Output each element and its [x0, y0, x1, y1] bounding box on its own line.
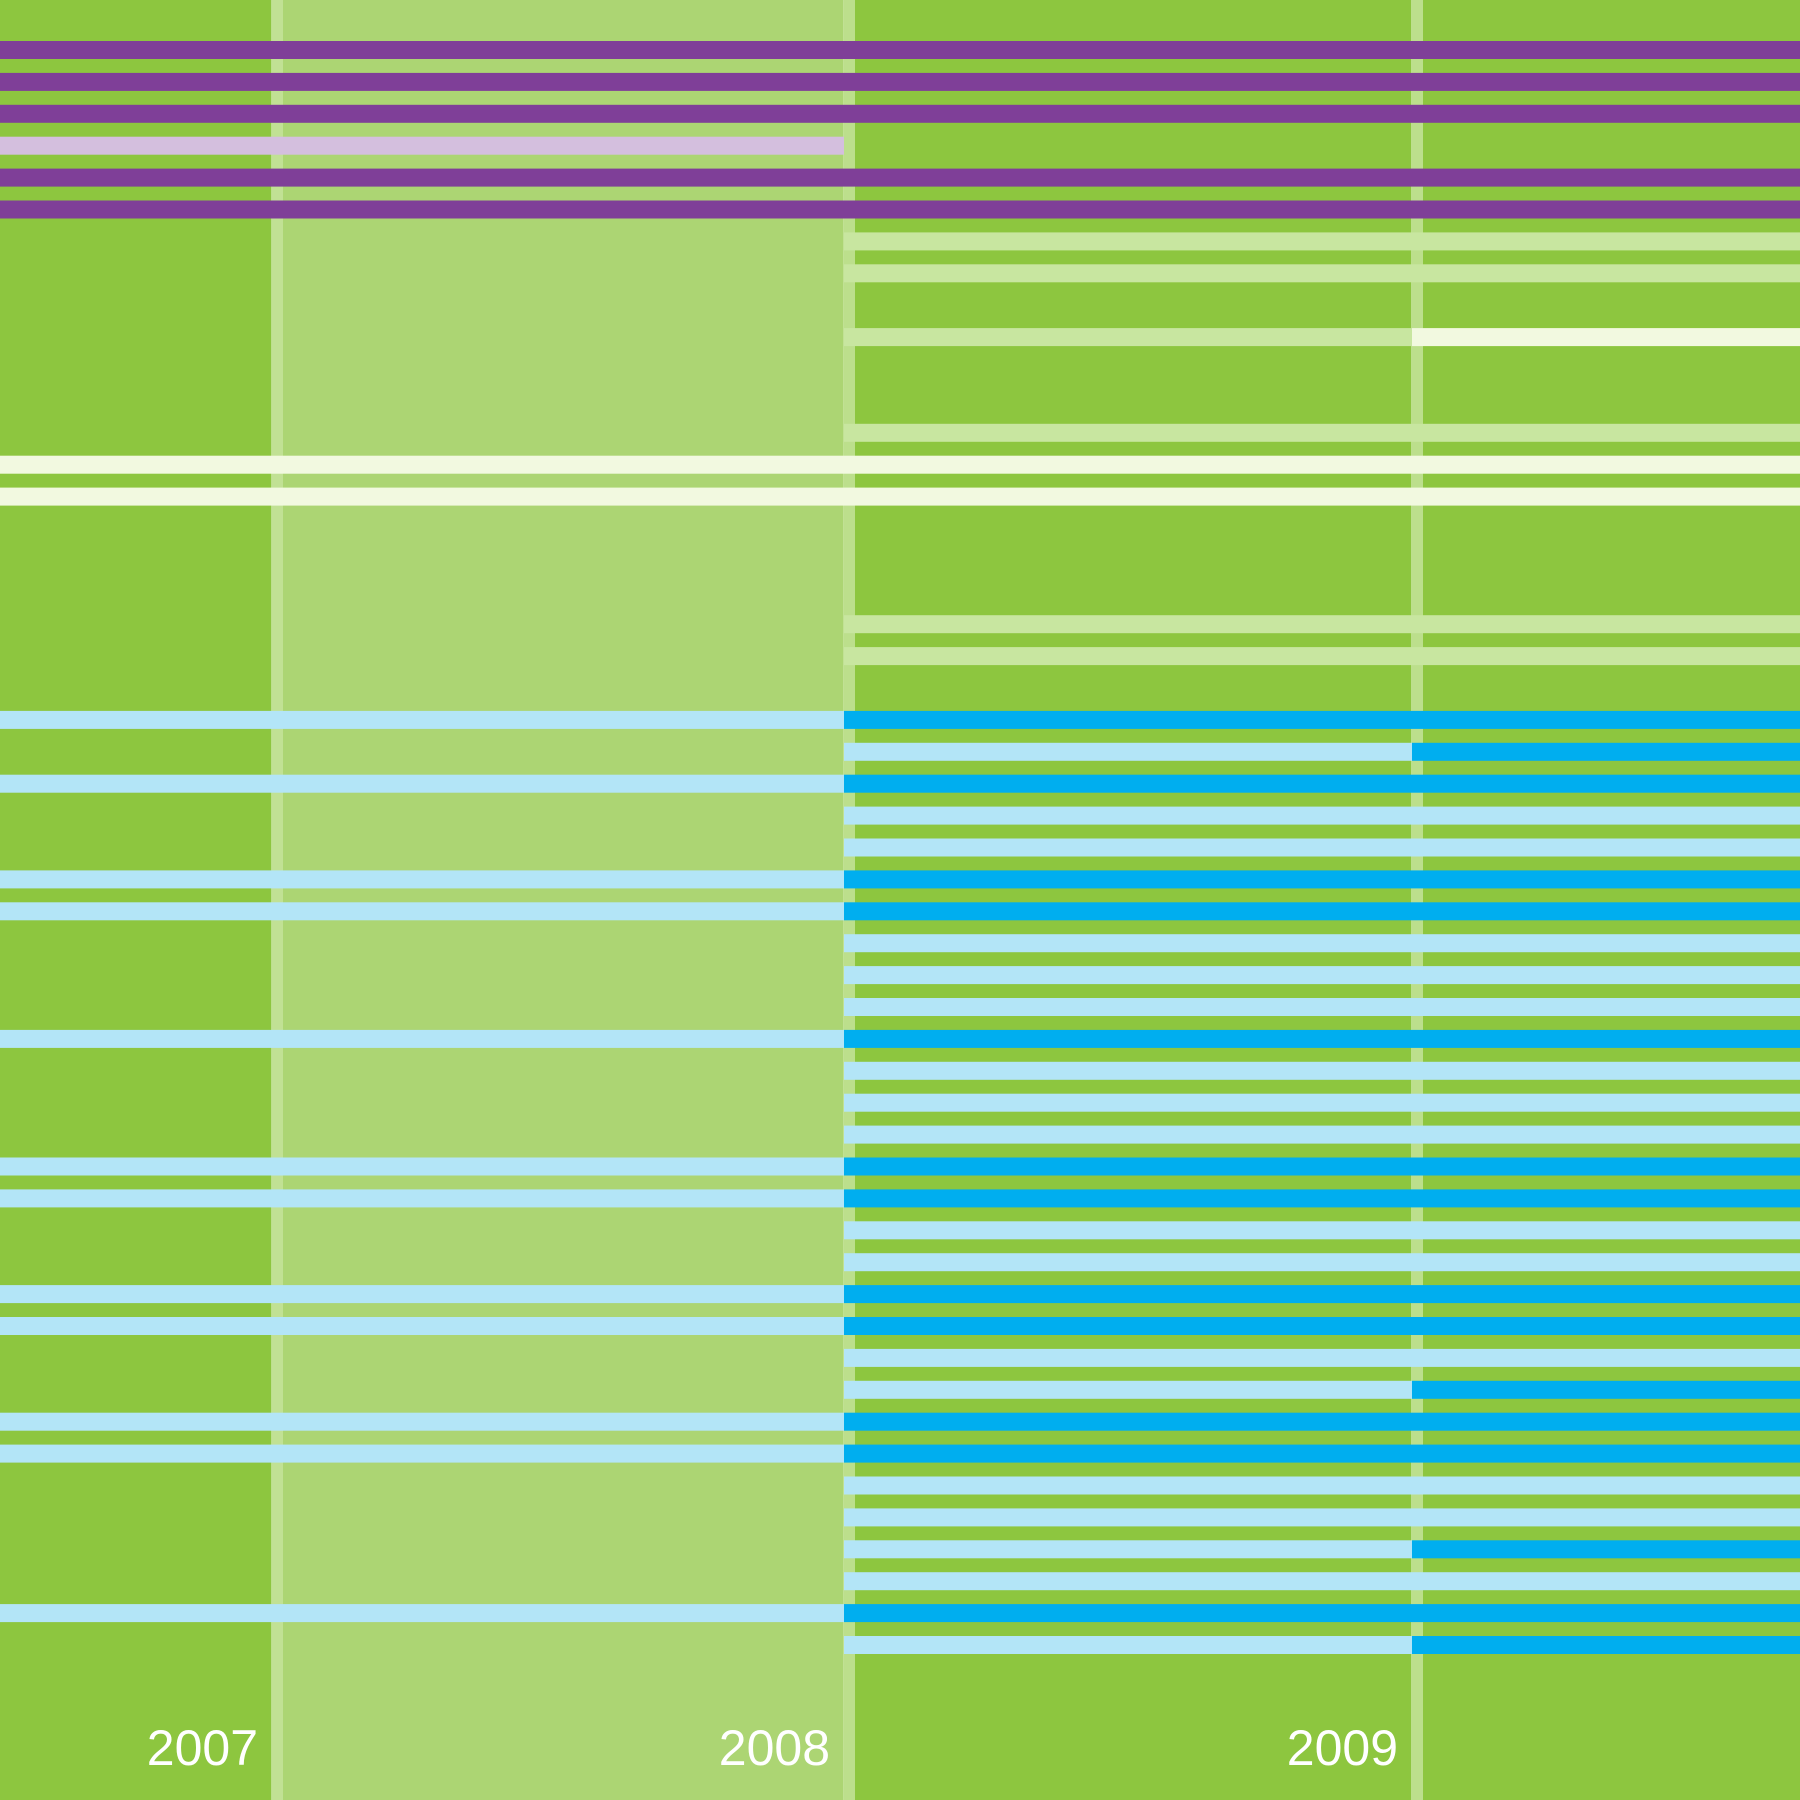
bar-row-7-segment-1 — [844, 232, 1800, 251]
bar-row-36-segment-1 — [0, 1157, 844, 1176]
bar-row-22-segment-1 — [0, 710, 844, 729]
bar-row-14-segment-1 — [0, 455, 1800, 474]
bar-row-42-segment-1 — [844, 1348, 1800, 1367]
bar-row-4-segment-1 — [0, 136, 844, 155]
bar-row-33-segment-1 — [844, 1061, 1800, 1080]
bar-row-43-segment-1 — [844, 1380, 1412, 1399]
bar-row-47-segment-1 — [844, 1508, 1800, 1527]
bar-row-2-segment-1 — [0, 72, 1800, 91]
bar-row-51-segment-2 — [1412, 1636, 1800, 1654]
bar-row-24-segment-1 — [0, 774, 844, 793]
bar-row-45-segment-2 — [844, 1444, 1800, 1463]
year-labels: 2007 2008 2009 — [147, 1720, 1398, 1776]
bar-row-44-segment-1 — [0, 1412, 844, 1431]
bar-row-23-segment-1 — [844, 742, 1412, 761]
bar-row-34-segment-1 — [844, 1093, 1800, 1112]
bar-row-35-segment-1 — [844, 1125, 1800, 1144]
bar-row-37-segment-1 — [0, 1189, 844, 1208]
bar-row-49-segment-1 — [844, 1572, 1800, 1591]
bar-row-25-segment-1 — [844, 806, 1800, 825]
bar-row-27-segment-2 — [844, 870, 1800, 889]
bar-row-15-segment-1 — [0, 487, 1800, 506]
bar-row-29-segment-1 — [844, 934, 1800, 953]
bar-row-50-segment-1 — [0, 1604, 844, 1623]
bar-row-37-segment-2 — [844, 1189, 1800, 1208]
bar-row-43-segment-2 — [1412, 1380, 1800, 1399]
bar-row-48-segment-1 — [844, 1540, 1412, 1559]
bar-row-22-segment-2 — [844, 710, 1800, 729]
bar-row-27-segment-1 — [0, 870, 844, 889]
bar-row-31-segment-1 — [844, 998, 1800, 1016]
bar-row-46-segment-1 — [844, 1476, 1800, 1495]
bar-row-3-segment-1 — [0, 104, 1800, 123]
bar-row-20-segment-1 — [844, 647, 1800, 666]
bar-row-30-segment-1 — [844, 966, 1800, 985]
bar-row-10-segment-2 — [1412, 328, 1800, 347]
bar-row-19-segment-1 — [844, 615, 1800, 634]
bar-row-36-segment-2 — [844, 1157, 1800, 1176]
bar-row-48-segment-2 — [1412, 1540, 1800, 1559]
bar-row-38-segment-1 — [844, 1221, 1800, 1240]
bars-layer — [0, 41, 1800, 1654]
bar-row-1-segment-1 — [0, 41, 1800, 59]
bar-row-8-segment-1 — [844, 264, 1800, 283]
period-divider-2007 — [271, 0, 283, 1800]
bar-row-45-segment-1 — [0, 1444, 844, 1463]
x-tick-label: 2009 — [1287, 1720, 1398, 1776]
bar-row-28-segment-1 — [0, 902, 844, 921]
bar-row-13-segment-1 — [844, 423, 1800, 442]
bar-row-50-segment-2 — [844, 1604, 1800, 1623]
bar-row-23-segment-2 — [1412, 742, 1800, 761]
bar-row-39-segment-1 — [844, 1253, 1800, 1272]
bar-row-32-segment-1 — [0, 1029, 844, 1048]
bar-row-40-segment-1 — [0, 1285, 844, 1304]
bar-row-44-segment-2 — [844, 1412, 1800, 1431]
bar-row-41-segment-2 — [844, 1317, 1800, 1335]
bar-row-40-segment-2 — [844, 1285, 1800, 1304]
bar-row-51-segment-1 — [844, 1636, 1412, 1654]
bar-row-6-segment-1 — [0, 200, 1800, 219]
bar-row-24-segment-2 — [844, 774, 1800, 793]
x-tick-label: 2007 — [147, 1720, 258, 1776]
bar-row-28-segment-2 — [844, 902, 1800, 921]
period-band-2008 — [272, 0, 844, 1800]
bar-row-32-segment-2 — [844, 1029, 1800, 1048]
bar-row-41-segment-1 — [0, 1317, 844, 1335]
bar-row-5-segment-1 — [0, 168, 1800, 187]
bar-row-10-segment-1 — [844, 328, 1412, 347]
x-tick-label: 2008 — [719, 1720, 830, 1776]
bar-row-26-segment-1 — [844, 838, 1800, 857]
